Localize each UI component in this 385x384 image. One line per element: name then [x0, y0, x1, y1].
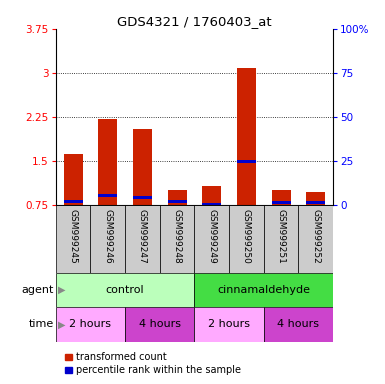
Bar: [56, 307, 125, 342]
Text: ▶: ▶: [58, 285, 65, 295]
Bar: [237, 68, 256, 205]
Bar: [264, 307, 333, 342]
Legend: transformed count, percentile rank within the sample: transformed count, percentile rank withi…: [61, 349, 245, 379]
Text: GSM999245: GSM999245: [69, 209, 78, 263]
Text: GSM999250: GSM999250: [242, 209, 251, 264]
Bar: [271, 201, 291, 204]
Text: cinnamaldehyde: cinnamaldehyde: [217, 285, 310, 295]
Bar: [167, 190, 187, 205]
Bar: [125, 205, 160, 273]
Bar: [167, 200, 187, 203]
Text: GSM999246: GSM999246: [103, 209, 112, 263]
Bar: [194, 205, 229, 273]
Text: 4 hours: 4 hours: [277, 319, 320, 329]
Bar: [98, 194, 117, 197]
Bar: [306, 201, 325, 204]
Text: GSM999252: GSM999252: [311, 209, 320, 263]
Bar: [56, 205, 90, 273]
Text: 2 hours: 2 hours: [69, 319, 112, 329]
Bar: [125, 307, 194, 342]
Bar: [229, 205, 264, 273]
Bar: [237, 160, 256, 163]
Bar: [264, 205, 298, 273]
Bar: [64, 154, 83, 205]
Bar: [271, 190, 291, 205]
Bar: [64, 200, 83, 203]
Text: GSM999247: GSM999247: [138, 209, 147, 263]
Bar: [133, 129, 152, 205]
Text: 2 hours: 2 hours: [208, 319, 250, 329]
Bar: [298, 205, 333, 273]
Bar: [56, 273, 194, 307]
Bar: [202, 203, 221, 206]
Bar: [194, 307, 264, 342]
Text: control: control: [106, 285, 144, 295]
Bar: [160, 205, 194, 273]
Text: GSM999249: GSM999249: [207, 209, 216, 263]
Bar: [90, 205, 125, 273]
Text: 4 hours: 4 hours: [139, 319, 181, 329]
Text: GSM999251: GSM999251: [276, 209, 286, 264]
Bar: [98, 119, 117, 205]
Title: GDS4321 / 1760403_at: GDS4321 / 1760403_at: [117, 15, 272, 28]
Bar: [133, 196, 152, 199]
Bar: [306, 192, 325, 205]
Text: time: time: [28, 319, 54, 329]
Bar: [194, 273, 333, 307]
Text: ▶: ▶: [58, 319, 65, 329]
Bar: [202, 186, 221, 205]
Text: agent: agent: [22, 285, 54, 295]
Text: GSM999248: GSM999248: [172, 209, 182, 263]
